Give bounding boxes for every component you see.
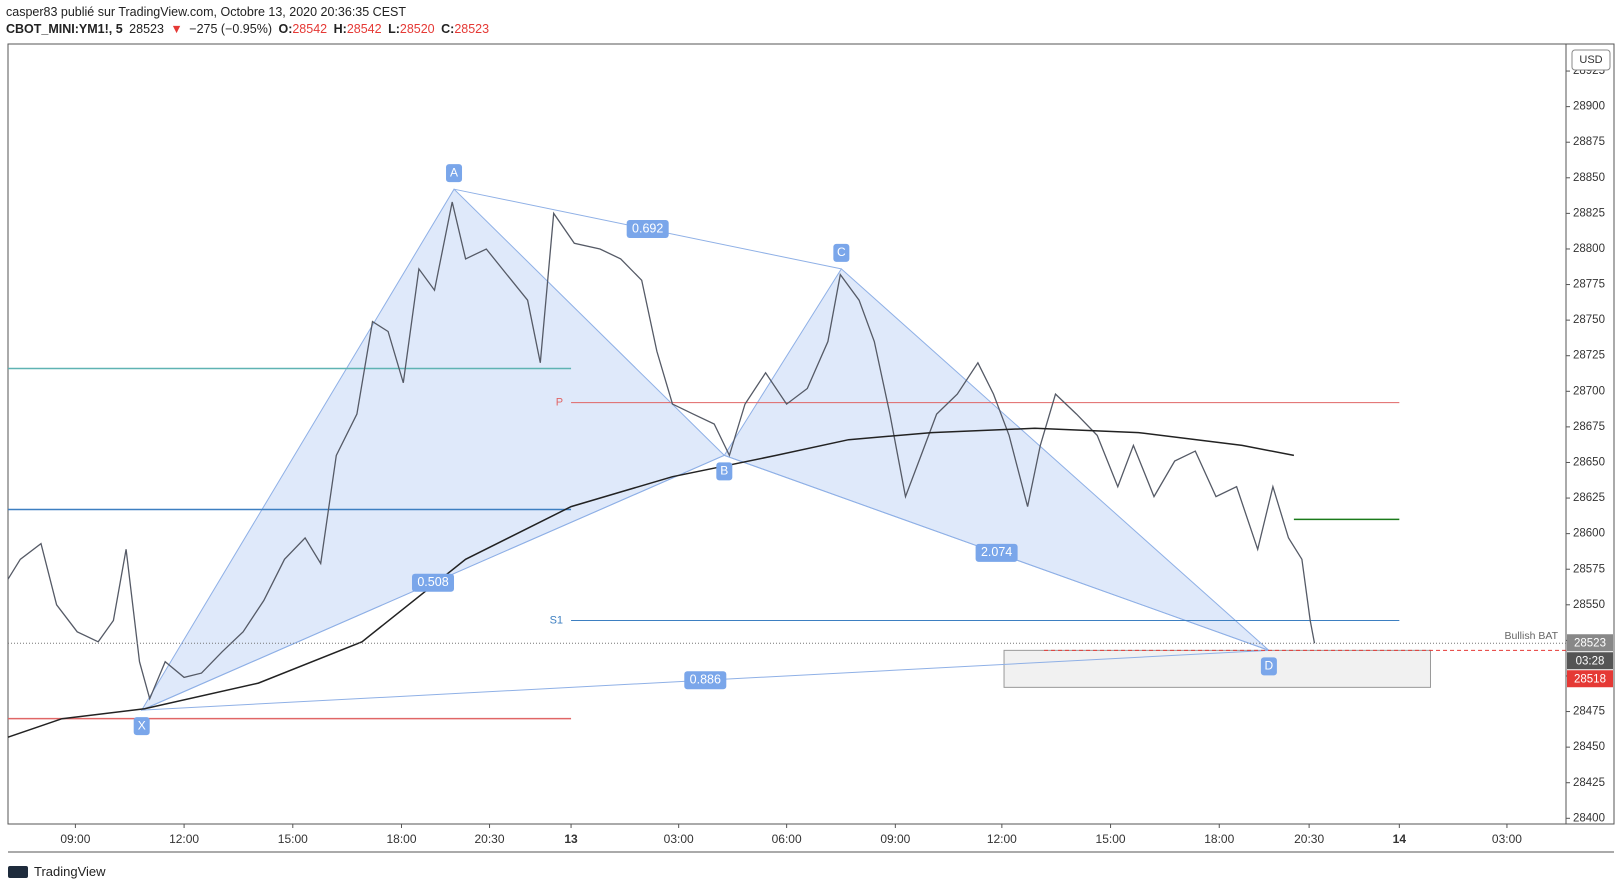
x-tick-label: 18:00 xyxy=(1204,832,1234,846)
y-tick-label: 28825 xyxy=(1573,207,1605,219)
x-tick-label: 03:00 xyxy=(664,832,694,846)
ratio-label: 0.692 xyxy=(632,221,663,235)
y-tick-label: 28900 xyxy=(1573,101,1605,113)
y-tick-label: 28625 xyxy=(1573,492,1605,504)
point-label: B xyxy=(720,464,728,478)
point-box xyxy=(833,243,850,262)
countdown: 03:28 xyxy=(1576,655,1605,667)
point-box xyxy=(133,717,150,736)
y-tick-label: 28850 xyxy=(1573,172,1605,184)
y-tick-label: 28750 xyxy=(1573,314,1605,326)
o: 28542 xyxy=(292,22,328,36)
x-tick-label: 13 xyxy=(564,832,578,846)
zone-price-label: 28518 xyxy=(1574,673,1606,685)
byline: casper83 publié sur TradingView.com, Oct… xyxy=(6,5,407,19)
l: 28520 xyxy=(399,22,435,36)
point-box xyxy=(1260,657,1277,676)
y-tick-label: 28875 xyxy=(1573,136,1605,148)
ratio-box xyxy=(684,671,727,690)
brand-logo xyxy=(8,866,28,878)
zone-price-box xyxy=(1567,670,1613,688)
y-tick-label: 28400 xyxy=(1573,812,1605,824)
point-label: X xyxy=(138,718,146,732)
c-label: C: xyxy=(441,22,455,36)
point-box xyxy=(446,164,463,183)
y-tick-label: 28425 xyxy=(1573,777,1605,789)
x-tick-label: 09:00 xyxy=(60,832,90,846)
currency: USD xyxy=(1579,54,1602,66)
x-tick-label: 15:00 xyxy=(1096,832,1126,846)
arrow: ▼ xyxy=(170,22,183,36)
brand: TradingView xyxy=(34,864,106,879)
h-label: H: xyxy=(333,22,347,36)
point-label: C xyxy=(837,245,846,259)
ratio-label: 0.508 xyxy=(417,575,448,589)
x-tick-label: 20:30 xyxy=(1294,832,1324,846)
y-tick-label: 28600 xyxy=(1573,528,1605,540)
x-tick-label: 12:00 xyxy=(169,832,199,846)
x-tick-label: 18:00 xyxy=(386,832,416,846)
x-tick-label: 15:00 xyxy=(278,832,308,846)
change: −275 (−0.95%) xyxy=(189,22,272,36)
last-price-label: 28523 xyxy=(1574,637,1606,649)
l-label: L: xyxy=(388,22,400,36)
ratio-label: 0.886 xyxy=(690,673,721,687)
price-line xyxy=(7,201,1316,701)
ratio-box xyxy=(626,220,669,239)
y-tick-label: 28475 xyxy=(1573,706,1605,718)
h: 28542 xyxy=(346,22,382,36)
countdown-box xyxy=(1567,652,1613,670)
x-tick-label: 09:00 xyxy=(880,832,910,846)
symbol: CBOT_MINI:YM1!, 5 xyxy=(6,22,123,36)
ratio-box xyxy=(412,573,455,592)
plot-frame xyxy=(7,43,1615,825)
level-label: P xyxy=(556,397,563,409)
price-line xyxy=(7,427,1295,738)
y-tick-label: 28650 xyxy=(1573,456,1605,468)
y-tick-label: 28725 xyxy=(1573,350,1605,362)
x-tick-label: 20:30 xyxy=(475,832,505,846)
y-tick-label: 28800 xyxy=(1573,243,1605,255)
point-label: D xyxy=(1265,659,1274,673)
c: 28523 xyxy=(454,22,490,36)
x-tick-label: 14 xyxy=(1393,832,1407,846)
point-label: A xyxy=(450,165,458,179)
o-label: O: xyxy=(278,22,293,36)
y-tick-label: 28775 xyxy=(1573,279,1605,291)
ratio-label: 2.074 xyxy=(981,545,1012,559)
last: 28523 xyxy=(129,22,164,36)
pattern-xab xyxy=(140,188,726,712)
symbol-bar: CBOT_MINI:YM1!, 5 28523 ▼ −275 (−0.95%) … xyxy=(6,22,492,36)
currency-box xyxy=(1571,49,1611,71)
point-box xyxy=(716,462,733,481)
pattern-bcd xyxy=(723,268,1270,651)
x-tick-label: 06:00 xyxy=(772,832,802,846)
level-label: S1 xyxy=(550,614,563,626)
ratio-box xyxy=(975,543,1018,562)
y-tick-label: 28450 xyxy=(1573,741,1605,753)
y-tick-label: 28700 xyxy=(1573,385,1605,397)
pattern-name: Bullish BAT xyxy=(1505,630,1559,642)
y-tick-label: 28575 xyxy=(1573,563,1605,575)
y-tick-label: 28550 xyxy=(1573,599,1605,611)
last-price-box xyxy=(1567,634,1613,652)
zone xyxy=(1003,649,1431,688)
y-tick-label: 28675 xyxy=(1573,421,1605,433)
x-tick-label: 12:00 xyxy=(987,832,1017,846)
x-tick-label: 03:00 xyxy=(1492,832,1522,846)
